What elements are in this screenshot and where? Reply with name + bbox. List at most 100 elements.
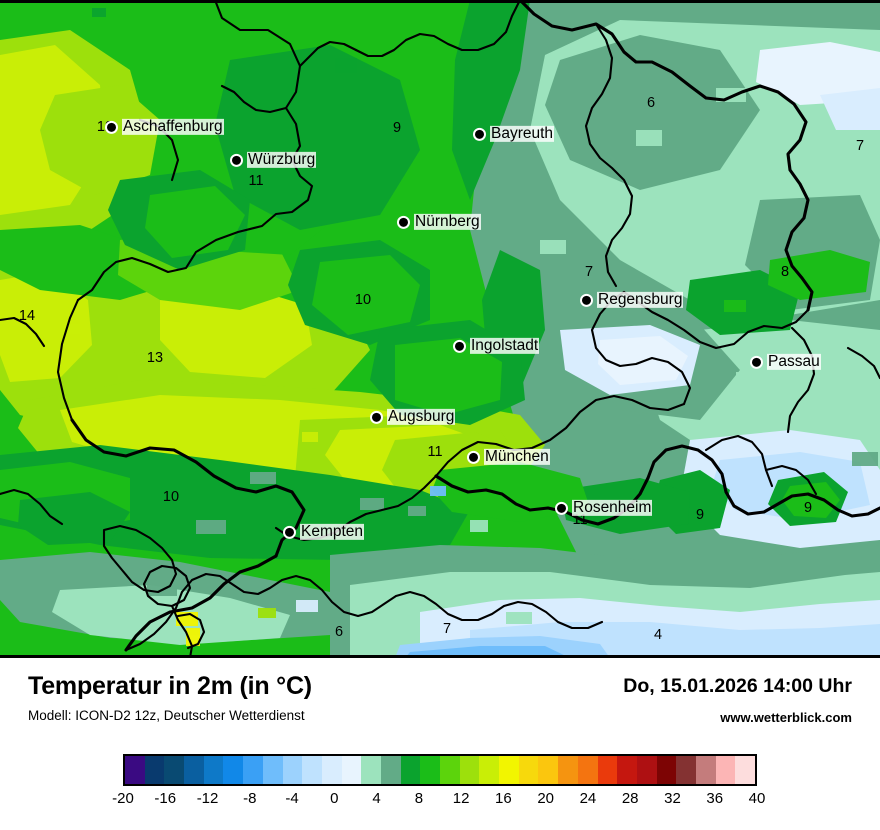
colorbar-swatch (282, 756, 303, 784)
colorbar-swatch (656, 756, 677, 784)
colorbar-tick-labels: -20 -16 -12 -8 -4 0 4 8 12 16 20 24 28 32 36 40 (112, 790, 765, 812)
temperature-value: 10 (162, 489, 180, 505)
colorbar-swatch (597, 756, 618, 784)
city-marker[interactable]: Nürnberg (397, 212, 481, 231)
city-dot-icon (370, 410, 383, 424)
colorbar-swatch (558, 756, 578, 784)
city-dot-icon (397, 215, 410, 229)
city-label: Passau (767, 352, 821, 371)
city-marker[interactable]: Augsburg (370, 407, 456, 426)
temperature-value: 14 (18, 308, 36, 324)
city-marker[interactable]: Bayreuth (473, 124, 555, 143)
colorbar-swatch (243, 756, 263, 784)
colorbar-tick: 24 (579, 790, 597, 807)
colorbar-swatch (144, 756, 165, 784)
temperature-value: 6 (334, 624, 344, 640)
colorbar-swatch (420, 756, 440, 784)
colorbar-tick: 12 (452, 790, 470, 807)
colorbar-swatch (715, 756, 736, 784)
temperature-colorbar[interactable] (123, 754, 757, 786)
city-label: Würzburg (247, 150, 317, 169)
colorbar-swatch (125, 756, 145, 784)
city-label: Kempten (300, 522, 365, 541)
city-label: München (484, 447, 550, 466)
city-marker[interactable]: Rosenheim (555, 498, 653, 517)
colorbar-swatch (262, 756, 283, 784)
city-marker[interactable]: München (467, 447, 550, 466)
temperature-value: 13 (146, 350, 164, 366)
colorbar-swatch (577, 756, 598, 784)
colorbar-swatch (695, 756, 716, 784)
model-subtitle: Modell: ICON-D2 12z, Deutscher Wetterdie… (28, 708, 305, 723)
colorbar-swatch (302, 756, 322, 784)
city-label: Bayreuth (490, 124, 555, 143)
city-dot-icon (473, 127, 486, 141)
city-dot-icon (283, 525, 296, 539)
colorbar-swatch (735, 756, 755, 784)
colorbar-tick: -8 (243, 790, 257, 807)
colorbar-tick: 28 (621, 790, 639, 807)
temperature-value: 11 (248, 173, 264, 189)
temperature-value: 9 (392, 120, 402, 136)
temperature-value: 9 (695, 507, 705, 523)
colorbar-tick: 16 (495, 790, 512, 807)
temperature-value: 7 (584, 264, 594, 280)
temperature-value: 9 (803, 500, 813, 516)
city-marker[interactable]: Kempten (283, 522, 365, 541)
colorbar-tick: 20 (537, 790, 554, 807)
city-marker[interactable]: Ingolstadt (453, 336, 540, 355)
city-marker[interactable]: Passau (750, 352, 821, 371)
temperature-map[interactable]: 12119671413107810111199674 Aschaffenburg… (0, 0, 880, 658)
colorbar-swatch (361, 756, 381, 784)
colorbar-tick: -20 (112, 790, 134, 807)
city-label: Nürnberg (414, 212, 481, 231)
colorbar-swatch (479, 756, 500, 784)
city-dot-icon (750, 355, 763, 369)
website-credit: www.wetterblick.com (720, 710, 852, 725)
colorbar-tick: 0 (330, 790, 339, 807)
city-dot-icon (105, 120, 118, 134)
colorbar-tick: 36 (706, 790, 724, 807)
city-marker[interactable]: Aschaffenburg (105, 117, 224, 136)
colorbar-tick: 40 (748, 790, 766, 807)
legend-footer: Temperatur in 2m (in °C) Modell: ICON-D2… (0, 658, 880, 830)
page-title: Temperatur in 2m (in °C) (28, 672, 312, 700)
city-marker[interactable]: Regensburg (580, 291, 684, 309)
temperature-value: 7 (442, 621, 452, 637)
colorbar-swatch (538, 756, 559, 784)
colorbar-tick: 32 (664, 790, 681, 807)
city-label: Aschaffenburg (122, 117, 224, 136)
city-marker[interactable]: Würzburg (230, 150, 317, 169)
temperature-value: 4 (653, 627, 663, 643)
city-dot-icon (453, 339, 466, 353)
city-dot-icon (555, 501, 568, 515)
temperature-value: 11 (427, 444, 443, 460)
temperature-value: 8 (780, 264, 790, 280)
colorbar-tick: -16 (154, 790, 177, 807)
forecast-datetime: Do, 15.01.2026 14:00 Uhr (623, 675, 852, 697)
colorbar-tick: 4 (372, 790, 381, 807)
colorbar-swatch (164, 756, 185, 784)
city-dot-icon (580, 293, 593, 307)
colorbar-swatch (203, 756, 224, 784)
colorbar-tick: 8 (414, 790, 424, 807)
colorbar-swatch (518, 756, 539, 784)
colorbar-swatch (499, 756, 519, 784)
temperature-value: 10 (354, 292, 372, 308)
colorbar-swatch (341, 756, 362, 784)
colorbar-swatch (321, 756, 342, 784)
city-label: Ingolstadt (470, 336, 540, 355)
colorbar-tick: -4 (285, 790, 299, 807)
colorbar-swatch (617, 756, 637, 784)
city-dot-icon (230, 153, 243, 167)
colorbar-tick: -12 (196, 790, 219, 807)
city-dot-icon (467, 450, 480, 464)
colorbar-swatch (380, 756, 401, 784)
city-label: Rosenheim (572, 498, 653, 517)
temperature-field (0, 0, 880, 658)
city-label: Augsburg (387, 407, 456, 426)
colorbar-swatch (676, 756, 696, 784)
colorbar-swatch (440, 756, 460, 784)
colorbar-swatch (184, 756, 204, 784)
